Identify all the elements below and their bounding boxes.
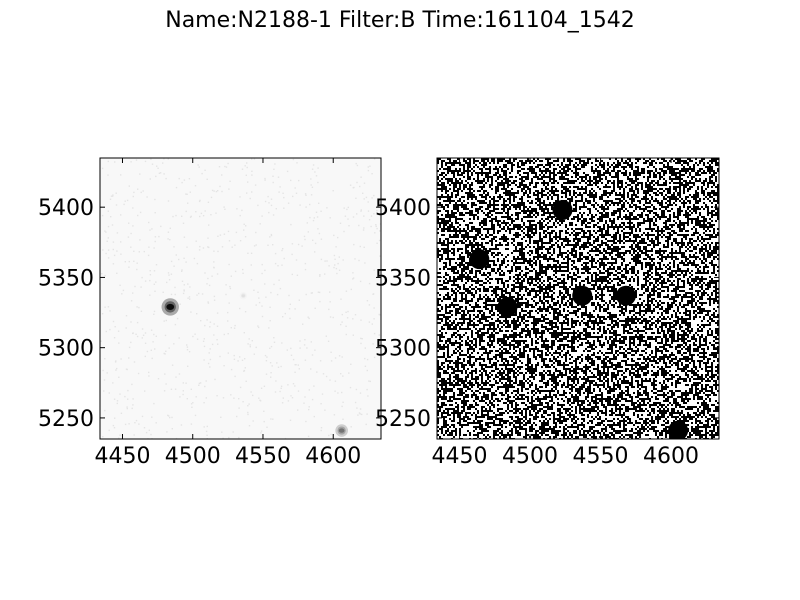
y-tick-label: 5300 <box>38 337 94 362</box>
star-source <box>497 296 518 317</box>
star-source <box>161 298 179 316</box>
star-source <box>615 285 636 306</box>
y-tick-label: 5250 <box>38 407 94 432</box>
left-axes-frame <box>99 157 382 440</box>
left-image-pixels <box>100 158 381 439</box>
star-source <box>469 249 490 270</box>
right-image-panel: 4450 4500 4550 4600 5250 5300 5350 5400 <box>375 157 720 469</box>
y-tick-label: 5350 <box>38 266 94 291</box>
star-source <box>335 424 348 437</box>
x-tick-label: 4600 <box>643 444 699 469</box>
left-image-background <box>100 158 381 439</box>
left-image-panel: 4450 4500 4550 4600 5250 5300 5350 5400 <box>38 157 382 469</box>
x-tick-label: 4500 <box>165 444 221 469</box>
y-tick-label: 5400 <box>375 196 431 221</box>
star-source <box>239 291 248 300</box>
y-tick-label: 5300 <box>375 337 431 362</box>
star-source <box>552 199 573 220</box>
y-tick-label: 5400 <box>38 196 94 221</box>
x-tick-label: 4600 <box>305 444 361 469</box>
star-source <box>572 285 593 306</box>
x-tick-label: 4550 <box>573 444 629 469</box>
x-tick-label: 4450 <box>94 444 150 469</box>
y-tick-label: 5350 <box>375 266 431 291</box>
x-tick-label: 4550 <box>235 444 291 469</box>
star-source <box>668 420 689 439</box>
right-axes-frame <box>436 157 720 440</box>
x-tick-label: 4500 <box>502 444 558 469</box>
figure-title: Name:N2188-1 Filter:B Time:161104_1542 <box>165 8 635 33</box>
y-tick-label: 5250 <box>375 407 431 432</box>
right-image-pixels <box>437 158 719 439</box>
x-tick-label: 4450 <box>432 444 488 469</box>
